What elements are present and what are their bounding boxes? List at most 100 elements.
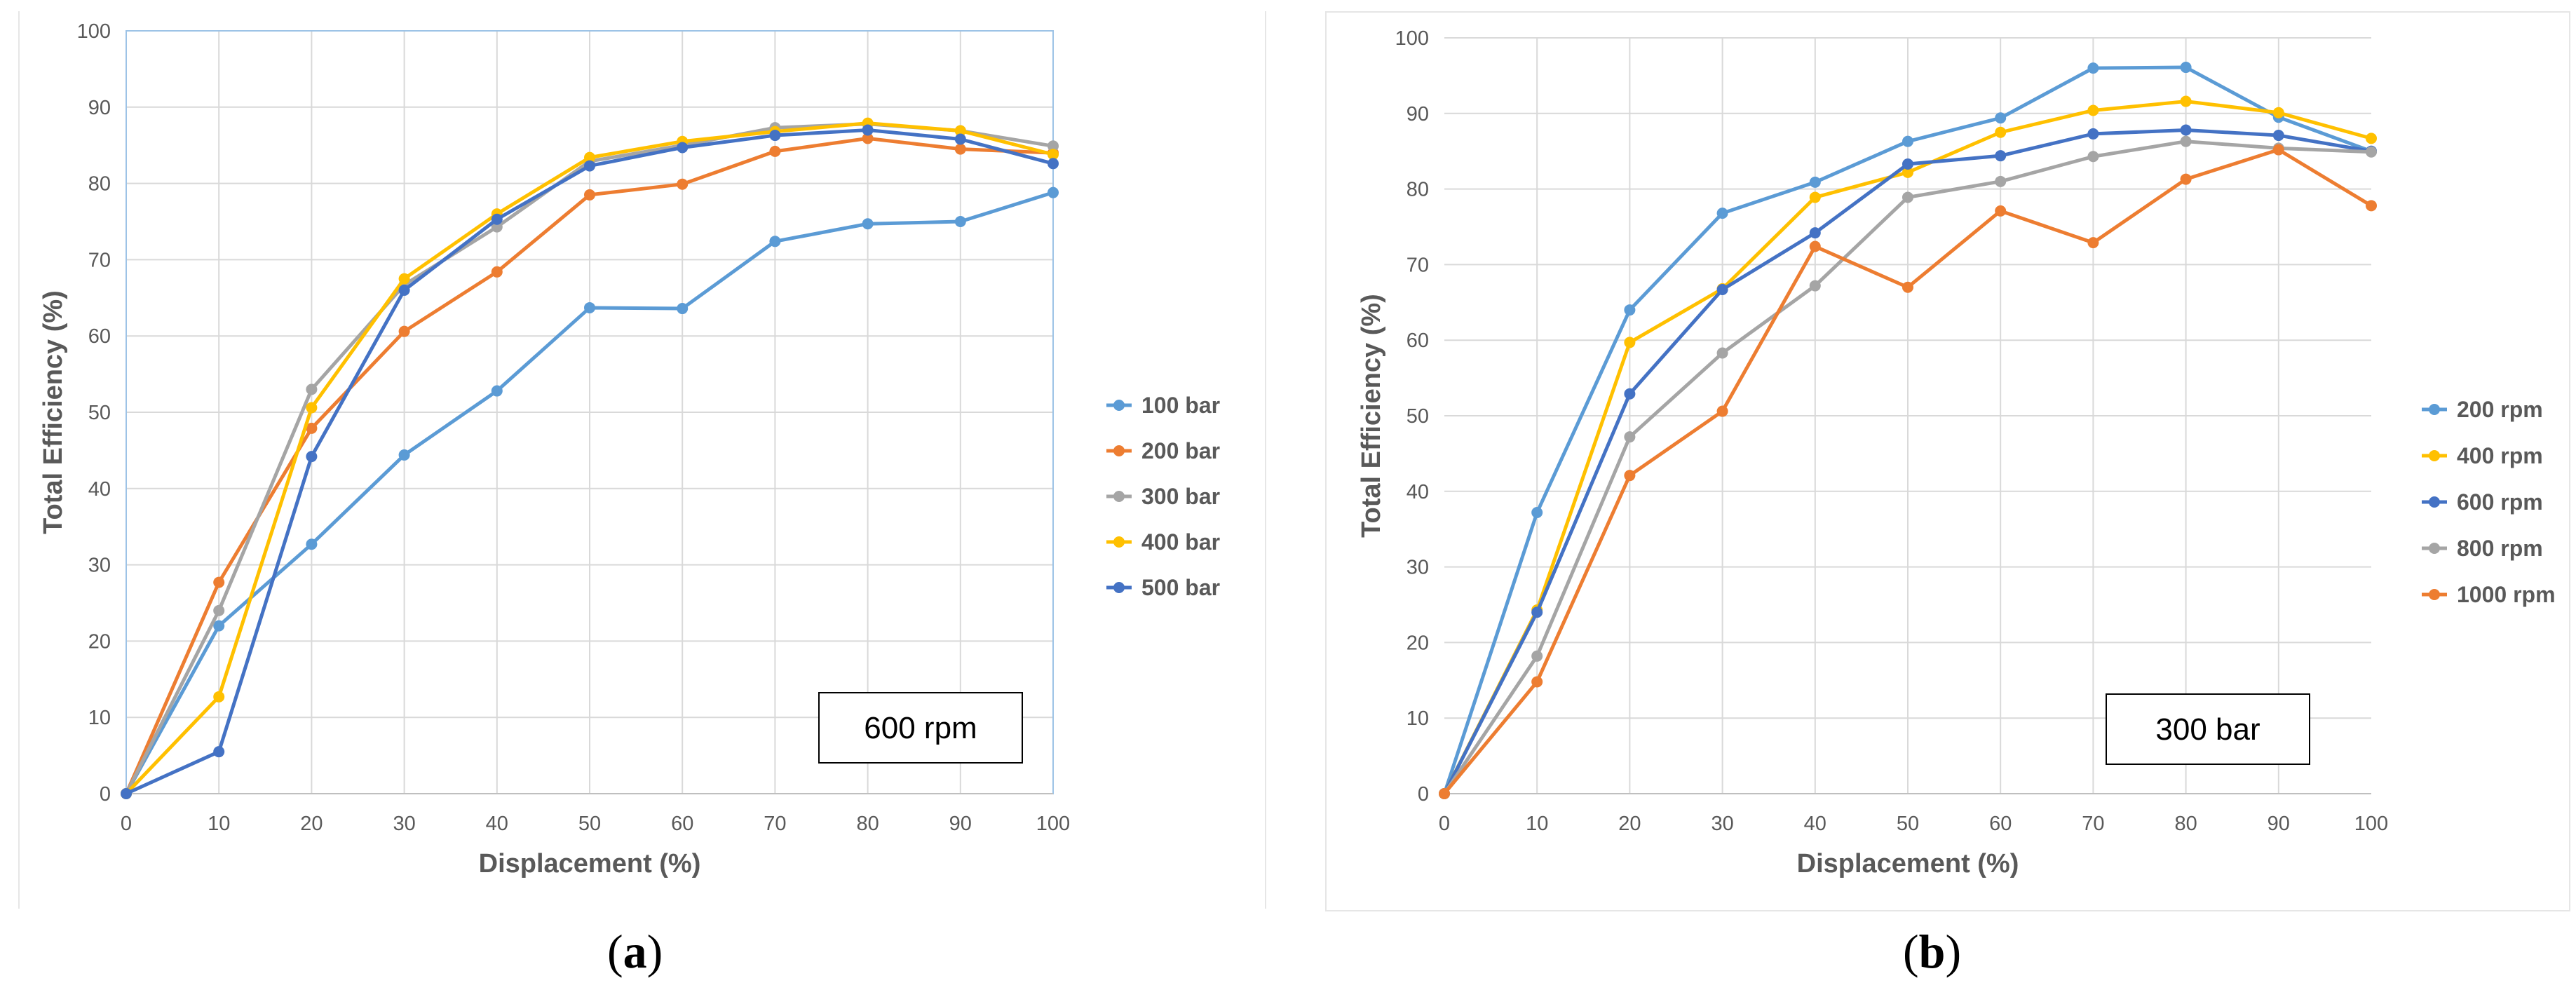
b-data-point bbox=[1716, 208, 1728, 219]
caption-b: (b) bbox=[1903, 925, 1962, 978]
a-data-point bbox=[677, 178, 689, 190]
a-legend-label: 200 bar bbox=[1141, 438, 1220, 463]
a-data-point bbox=[121, 788, 132, 799]
b-data-point bbox=[2366, 200, 2377, 212]
a-tick-labels: 0 10 20 30 40 50 60 70 80 90 100 0 10 20 30 40 50 60 70 80 9… bbox=[77, 20, 1071, 835]
b-data-point bbox=[1624, 470, 1636, 482]
b-data-point bbox=[2180, 124, 2192, 136]
b-x-tick-label: 40 bbox=[1804, 813, 1826, 835]
b-data-point bbox=[1809, 227, 1821, 239]
b-data-point bbox=[1995, 205, 2007, 217]
b-data-point bbox=[1995, 150, 2007, 162]
a-data-point bbox=[213, 576, 225, 588]
a-data-point bbox=[954, 216, 966, 227]
a-x-tick-label: 90 bbox=[949, 813, 972, 835]
b-data-point bbox=[1531, 676, 1543, 688]
a-x-tick-label: 60 bbox=[671, 813, 693, 835]
b-data-point bbox=[2087, 237, 2099, 249]
a-data-point bbox=[1048, 140, 1059, 152]
b-y-tick-label: 30 bbox=[1406, 557, 1429, 579]
b-legend-swatch-marker bbox=[2429, 543, 2440, 554]
a-legend-label: 500 bar bbox=[1141, 575, 1220, 600]
b-y-axis-title: Total Efficiency (%) bbox=[1357, 294, 1386, 538]
a-legend-label: 100 bar bbox=[1141, 393, 1220, 418]
b-y-tick-label: 70 bbox=[1406, 254, 1429, 276]
b-data-point bbox=[1624, 337, 1636, 348]
a-data-point bbox=[213, 746, 225, 758]
b-y-tick-label: 0 bbox=[1418, 783, 1429, 806]
b-data-point bbox=[1439, 788, 1450, 799]
b-data-point bbox=[1995, 112, 2007, 124]
b-y-tick-label: 40 bbox=[1406, 481, 1429, 503]
b-data-point bbox=[2180, 95, 2192, 107]
b-data-point bbox=[1809, 176, 1821, 188]
a-data-point bbox=[677, 303, 689, 315]
b-x-tick-label: 90 bbox=[2267, 813, 2290, 835]
b-x-tick-label: 60 bbox=[1989, 813, 2012, 835]
a-series-500-bar bbox=[121, 124, 1059, 799]
a-x-tick-label: 0 bbox=[121, 813, 132, 835]
b-x-tick-label: 30 bbox=[1711, 813, 1733, 835]
a-data-point bbox=[213, 691, 225, 703]
a-legend-swatch-marker bbox=[1113, 491, 1125, 502]
chart-a-svg: 0 10 20 30 40 50 60 70 80 90 100 0 10 20 30 40 50 60 70 80 9… bbox=[39, 20, 1220, 878]
a-data-point bbox=[769, 130, 781, 142]
b-data-point bbox=[1531, 606, 1543, 618]
b-legend-label: 1000 rpm bbox=[2457, 582, 2556, 607]
b-data-point bbox=[2087, 128, 2099, 140]
a-data-point bbox=[954, 143, 966, 155]
a-data-point bbox=[306, 538, 318, 550]
b-x-axis-title: Displacement (%) bbox=[1797, 849, 2019, 878]
a-data-point bbox=[491, 385, 503, 397]
a-data-point bbox=[769, 236, 781, 247]
a-data-point bbox=[398, 325, 410, 337]
a-data-point bbox=[306, 402, 318, 414]
b-data-point bbox=[1902, 166, 1913, 178]
a-y-tick-label: 50 bbox=[88, 402, 111, 424]
b-data-point bbox=[1716, 283, 1728, 295]
a-y-tick-label: 90 bbox=[88, 97, 111, 119]
b-data-point bbox=[1809, 280, 1821, 292]
b-y-tick-label: 80 bbox=[1406, 179, 1429, 201]
a-data-point bbox=[954, 133, 966, 145]
a-y-tick-label: 100 bbox=[77, 20, 111, 43]
b-data-point bbox=[1531, 506, 1543, 518]
b-data-point bbox=[2180, 173, 2192, 185]
b-series-1000-rpm bbox=[1439, 144, 2377, 799]
caption-a: (a) bbox=[607, 925, 663, 978]
a-data-point bbox=[306, 422, 318, 434]
b-y-tick-label: 90 bbox=[1406, 103, 1429, 126]
a-x-tick-label: 20 bbox=[300, 813, 323, 835]
a-data-point bbox=[1048, 149, 1059, 161]
a-y-tick-label: 10 bbox=[88, 707, 111, 729]
b-y-tick-label: 100 bbox=[1395, 27, 1429, 50]
a-legend-label: 300 bar bbox=[1141, 484, 1220, 509]
b-data-point bbox=[2366, 146, 2377, 158]
b-data-point bbox=[1902, 281, 1913, 293]
b-x-tick-label: 70 bbox=[2082, 813, 2104, 835]
a-data-point bbox=[213, 620, 225, 632]
b-data-point bbox=[1809, 240, 1821, 252]
a-y-tick-label: 60 bbox=[88, 325, 111, 348]
b-legend-swatch-marker bbox=[2429, 496, 2440, 508]
a-data-point bbox=[306, 451, 318, 463]
b-data-point bbox=[1531, 650, 1543, 662]
a-y-tick-label: 20 bbox=[88, 630, 111, 653]
a-y-tick-label: 70 bbox=[88, 249, 111, 271]
a-gridlines bbox=[126, 30, 1053, 794]
b-x-tick-label: 10 bbox=[1526, 813, 1548, 835]
a-data-point bbox=[213, 604, 225, 616]
b-x-tick-label: 0 bbox=[1439, 813, 1450, 835]
b-annotation-text: 300 bar bbox=[2155, 712, 2260, 747]
a-legend-swatch-marker bbox=[1113, 400, 1125, 411]
b-data-point bbox=[2087, 104, 2099, 116]
b-series-800-rpm bbox=[1439, 135, 2377, 799]
a-data-point bbox=[1048, 186, 1059, 198]
b-legend-label: 200 rpm bbox=[2457, 397, 2543, 422]
a-x-tick-label: 100 bbox=[1036, 813, 1070, 835]
b-data-point bbox=[2180, 62, 2192, 74]
a-annotation: 600 rpm bbox=[818, 692, 1023, 764]
b-data-point bbox=[2366, 133, 2377, 144]
a-y-tick-label: 40 bbox=[88, 478, 111, 501]
a-legend: 100 bar 200 bar 300 bar 400 bar 500 bar bbox=[1106, 393, 1220, 600]
